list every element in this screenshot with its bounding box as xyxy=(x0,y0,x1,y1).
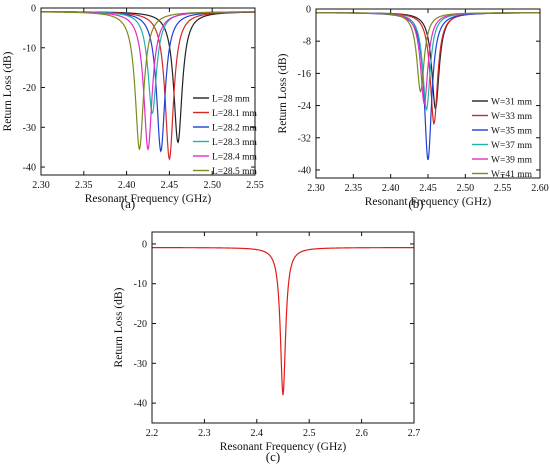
panel-caption: (b) xyxy=(408,196,423,211)
plot-frame xyxy=(40,7,256,176)
x-tick-label: 2.5 xyxy=(303,428,316,439)
x-tick-label: 2.45 xyxy=(161,180,179,191)
chart-panel-b: 2.30 2.35 2.40 2.45 2.50 2.55 2.60 0 -8 -16 -24 -32… xyxy=(277,5,549,212)
y-tick-label: 0 xyxy=(142,239,147,250)
x-tick-label: 2.55 xyxy=(494,183,512,194)
y-tick-label: -10 xyxy=(23,43,36,54)
chart-panel-a: 2.30 2.35 2.40 2.45 2.50 2.55 0 -10 -20 -30 -40 Res… xyxy=(2,4,264,212)
x-tick-label: 2.60 xyxy=(531,183,549,194)
x-tick-label: 2.2 xyxy=(146,428,159,439)
x-tick-label: 2.4 xyxy=(251,428,264,439)
plot-frame xyxy=(151,231,415,424)
y-tick-label: -30 xyxy=(134,359,147,370)
x-axis-title: Resonant Frequency (GHz) xyxy=(220,441,347,453)
y-tick-label: -20 xyxy=(134,319,147,330)
legend-label: L=28.5 mm xyxy=(212,167,258,177)
legend-label: W=41 mm xyxy=(491,170,533,180)
x-tick-label: 2.45 xyxy=(419,183,437,194)
y-tick-label: -40 xyxy=(134,399,147,410)
legend-label: L=28.3 mm xyxy=(212,138,258,148)
legend-label: L=28.4 mm xyxy=(212,153,258,163)
x-axis-title: Resonant Frequency (GHz) xyxy=(365,196,492,208)
x-tick-label: 2.35 xyxy=(345,183,363,194)
x-tick-label: 2.50 xyxy=(457,183,475,194)
legend-label: W=39 mm xyxy=(491,156,533,166)
y-tick-label: -20 xyxy=(23,83,36,94)
y-tick-label: -32 xyxy=(298,133,311,144)
chart-panel-c: 2.2 2.3 2.4 2.5 2.6 2.7 0 -10 -20 -30 -40 Resonant … xyxy=(113,231,421,464)
legend-label: W=31 mm xyxy=(491,98,533,108)
y-tick-label: 0 xyxy=(31,4,36,15)
y-tick-label: -8 xyxy=(303,37,311,48)
x-tick-label: 2.35 xyxy=(75,180,93,191)
x-tick-label: 2.30 xyxy=(32,180,50,191)
x-tick-label: 2.6 xyxy=(355,428,368,439)
y-axis-title: Return Loss (dB) xyxy=(2,51,14,131)
x-tick-label: 2.55 xyxy=(246,180,264,191)
legend-label: W=33 mm xyxy=(491,112,533,122)
y-tick-label: -40 xyxy=(23,163,36,174)
series-line-l-28.5-mm xyxy=(41,11,255,151)
legend-label: L=28.1 mm xyxy=(212,109,258,119)
series-line-l-28.1-mm xyxy=(41,11,255,161)
legend-label: W=37 mm xyxy=(491,141,533,151)
y-tick-label: -30 xyxy=(23,123,36,134)
y-tick-label: -10 xyxy=(134,279,147,290)
x-tick-label: 2.3 xyxy=(198,428,211,439)
y-axis-title: Return Loss (dB) xyxy=(277,53,289,133)
series-line-response xyxy=(152,247,414,396)
y-tick-label: 0 xyxy=(306,5,311,16)
x-axis-title: Resonant Frequency (GHz) xyxy=(85,193,212,205)
x-tick-label: 2.40 xyxy=(118,180,136,191)
x-tick-label: 2.50 xyxy=(203,180,221,191)
panel-caption: (c) xyxy=(266,449,280,464)
legend-label: L=28 mm xyxy=(212,95,250,105)
legend-label: L=28.2 mm xyxy=(212,124,258,134)
y-tick-label: -40 xyxy=(298,165,311,176)
y-tick-label: -24 xyxy=(298,101,311,112)
legend-label: W=35 mm xyxy=(491,127,533,137)
panel-caption: (a) xyxy=(121,196,135,211)
y-axis-title: Return Loss (dB) xyxy=(113,287,125,367)
x-tick-label: 2.30 xyxy=(307,183,325,194)
x-tick-label: 2.40 xyxy=(382,183,400,194)
y-tick-label: -16 xyxy=(298,69,311,80)
x-tick-label: 2.7 xyxy=(408,428,421,439)
